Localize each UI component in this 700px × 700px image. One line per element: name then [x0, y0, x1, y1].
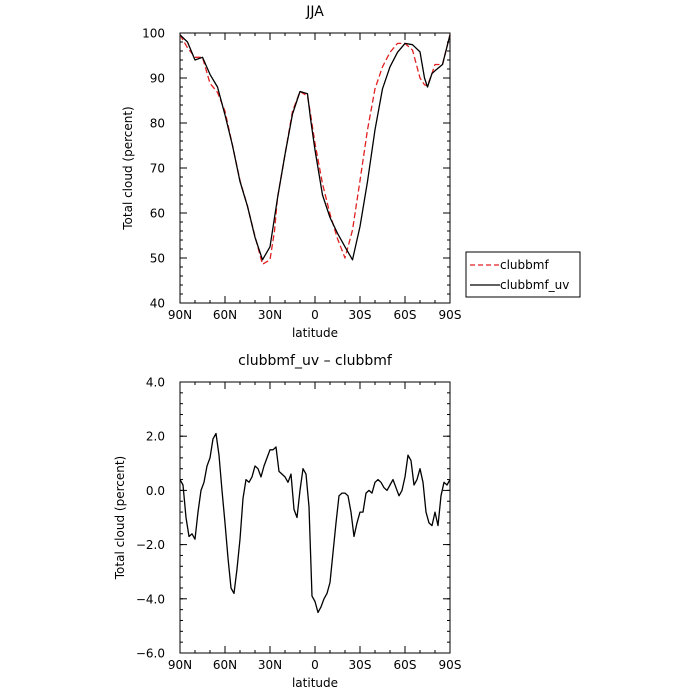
- y-tick-label: −4.0: [136, 592, 165, 606]
- x-tick-label: 60S: [394, 308, 417, 322]
- legend-label-clubbmf_uv: clubbmf_uv: [500, 278, 569, 292]
- x-axis-label: latitude: [292, 676, 338, 690]
- legend-box: [465, 251, 581, 298]
- x-tick-label: 60N: [213, 658, 237, 672]
- y-tick-label: −2.0: [136, 538, 165, 552]
- plot-frame-1: [179, 381, 451, 654]
- x-tick-label: 90N: [168, 658, 192, 672]
- x-tick-label: 30N: [258, 308, 282, 322]
- y-axis-label: Total cloud (percent): [121, 106, 135, 230]
- series-line-clubbmf_uv: [179, 34, 451, 261]
- y-tick-label: 0.0: [146, 484, 165, 498]
- series-line-diff-1: [179, 432, 451, 614]
- x-tick-label: 90S: [439, 308, 462, 322]
- chart-title: JJA: [305, 4, 324, 20]
- legend-label-clubbmf: clubbmf: [500, 258, 549, 272]
- y-tick-label: 50: [150, 252, 165, 266]
- chart-title: clubbmf_uv – clubbmf: [238, 353, 393, 369]
- y-tick-label: 90: [150, 72, 165, 86]
- x-tick-label: 0: [311, 308, 319, 322]
- y-tick-label: 70: [150, 162, 165, 176]
- x-tick-label: 60N: [213, 308, 237, 322]
- x-tick-label: 90N: [168, 308, 192, 322]
- x-tick-label: 30S: [349, 658, 372, 672]
- x-tick-label: 30N: [258, 658, 282, 672]
- plot-frame-0: [179, 32, 451, 304]
- y-tick-label: 4.0: [146, 376, 165, 390]
- y-axis-label: Total cloud (percent): [113, 456, 127, 580]
- x-tick-label: 30S: [349, 308, 372, 322]
- y-tick-label: 40: [150, 297, 165, 311]
- y-tick-label: 80: [150, 117, 165, 131]
- y-tick-label: 100: [142, 27, 165, 41]
- y-tick-label: 60: [150, 207, 165, 221]
- y-tick-label: 2.0: [146, 430, 165, 444]
- x-tick-label: 60S: [394, 658, 417, 672]
- x-tick-label: 90S: [439, 658, 462, 672]
- x-axis-label: latitude: [292, 326, 338, 340]
- y-tick-label: −6.0: [136, 647, 165, 661]
- x-tick-label: 0: [311, 658, 319, 672]
